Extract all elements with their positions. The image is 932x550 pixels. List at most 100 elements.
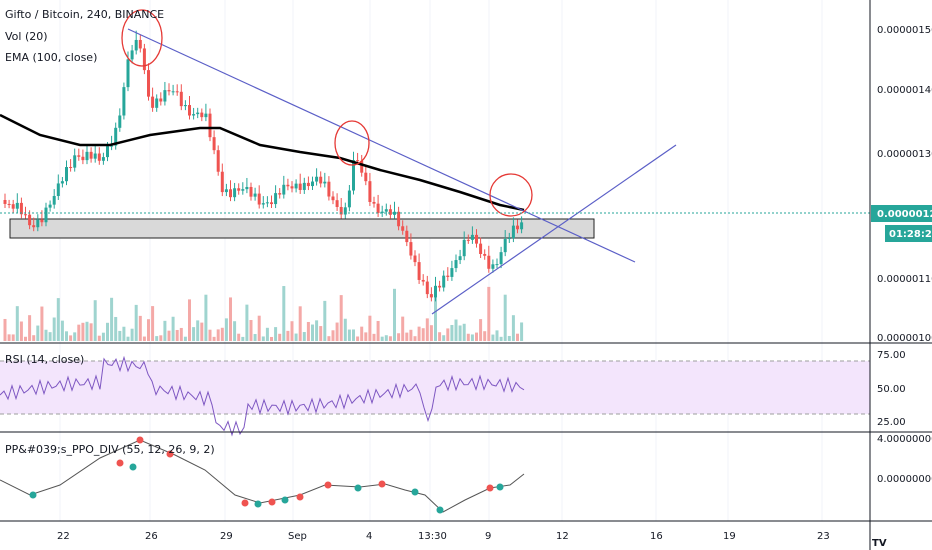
last-price-tag — [871, 205, 932, 222]
candle-body — [454, 260, 458, 269]
volume-bar — [138, 315, 142, 341]
volume-bar — [335, 322, 339, 341]
candle-body — [438, 285, 442, 288]
volume-bar — [446, 328, 450, 341]
time-tick: 13:30 — [418, 531, 447, 542]
legend-rsi: RSI (14, close) — [5, 353, 84, 366]
volume-bar — [7, 334, 11, 341]
price-axis[interactable]: 0.00000150 0.00000140 0.00000130 0.00000… — [877, 25, 932, 344]
volume-bar — [106, 322, 109, 341]
volume-bar — [425, 318, 429, 341]
candle-body — [101, 157, 105, 161]
candle-body — [233, 188, 237, 198]
volume-bar — [167, 330, 171, 341]
volume-bar — [516, 333, 519, 341]
candle-body — [204, 113, 208, 118]
candle-body — [520, 222, 524, 230]
annotation-circle-2 — [334, 120, 370, 166]
candle-body — [511, 225, 515, 239]
rsi-band — [0, 361, 870, 414]
candle-body — [434, 285, 437, 298]
volume-bar — [442, 335, 446, 341]
volume-bar — [483, 331, 487, 341]
candle-body — [48, 204, 52, 208]
ascending-trendline[interactable] — [431, 144, 677, 315]
candle-body — [347, 190, 351, 208]
candle-body — [323, 181, 327, 184]
candle-body — [507, 238, 511, 240]
volume-bar — [257, 315, 261, 341]
volume-bar — [270, 336, 273, 341]
volume-bar — [28, 315, 32, 341]
candle-body — [294, 183, 298, 189]
candle-body — [315, 176, 319, 182]
volume-bar — [302, 332, 306, 341]
candle-body — [69, 167, 73, 169]
descending-trendline[interactable] — [127, 28, 636, 263]
legend-volume: Vol (20) — [5, 30, 48, 43]
last-price-label: 0.00000120 — [877, 209, 932, 220]
volume-bar — [216, 329, 220, 341]
volume-bar — [65, 331, 68, 341]
candle-body — [208, 113, 212, 138]
volume-bar — [44, 329, 48, 341]
candle-body — [421, 279, 425, 282]
candle-body — [335, 200, 339, 207]
volume-bar — [32, 335, 36, 341]
legend-ppo: PP&#039;s_PPO_DIV (55, 12, 26, 9, 2) — [5, 443, 215, 456]
candle-body — [245, 186, 249, 190]
candle-body — [200, 112, 204, 118]
volume-bar — [11, 334, 15, 341]
countdown-tag — [885, 225, 932, 242]
volume-bar — [438, 332, 442, 341]
volume-bar — [253, 334, 257, 341]
candle-body — [442, 275, 446, 288]
candle-body — [462, 239, 466, 257]
volume-bar — [409, 329, 413, 341]
candle-body — [417, 262, 421, 280]
volume-bar — [48, 332, 52, 341]
volume-bar — [77, 324, 81, 341]
volume-bar — [454, 319, 458, 341]
ppo-axis[interactable]: 4.00000000 0.00000000 — [877, 434, 932, 485]
time-axis[interactable]: 22 26 29 Sep 4 13:30 9 12 16 19 23 — [57, 531, 830, 542]
candle-body — [237, 188, 241, 191]
volume-bar — [89, 323, 93, 341]
candle-body — [343, 207, 347, 215]
volume-bar — [101, 332, 105, 341]
volume-bar — [19, 321, 23, 341]
rsi-axis[interactable]: 75.00 50.00 25.00 — [877, 350, 906, 428]
candle-body — [36, 219, 40, 228]
time-tick: 29 — [220, 531, 233, 542]
candle-body — [183, 105, 187, 107]
volume-bar — [151, 306, 155, 341]
volume-bar — [294, 333, 298, 341]
candle-body — [3, 200, 7, 204]
candle-body — [196, 112, 200, 115]
candle-body — [155, 98, 159, 108]
volume-bar — [368, 315, 372, 341]
candle-body — [93, 153, 97, 159]
volume-bars — [3, 286, 524, 341]
volume-bar — [434, 294, 437, 341]
volume-bar — [401, 316, 405, 341]
volume-bar — [40, 306, 44, 341]
candle-body — [479, 243, 483, 254]
candle-body — [97, 153, 101, 161]
candle-body — [44, 207, 48, 223]
candle-body — [495, 264, 499, 266]
volume-bar — [315, 320, 319, 341]
candle-body — [466, 239, 470, 241]
volume-bar — [208, 329, 212, 341]
candle-body — [388, 209, 392, 215]
candle-body — [216, 150, 220, 172]
candle-body — [475, 234, 478, 244]
volume-bar — [179, 327, 183, 341]
volume-bar — [261, 336, 265, 341]
volume-bar — [343, 318, 347, 341]
candle-body — [282, 184, 286, 195]
candle-body — [56, 183, 60, 196]
candle-body — [81, 156, 85, 161]
candle-body — [429, 294, 433, 298]
